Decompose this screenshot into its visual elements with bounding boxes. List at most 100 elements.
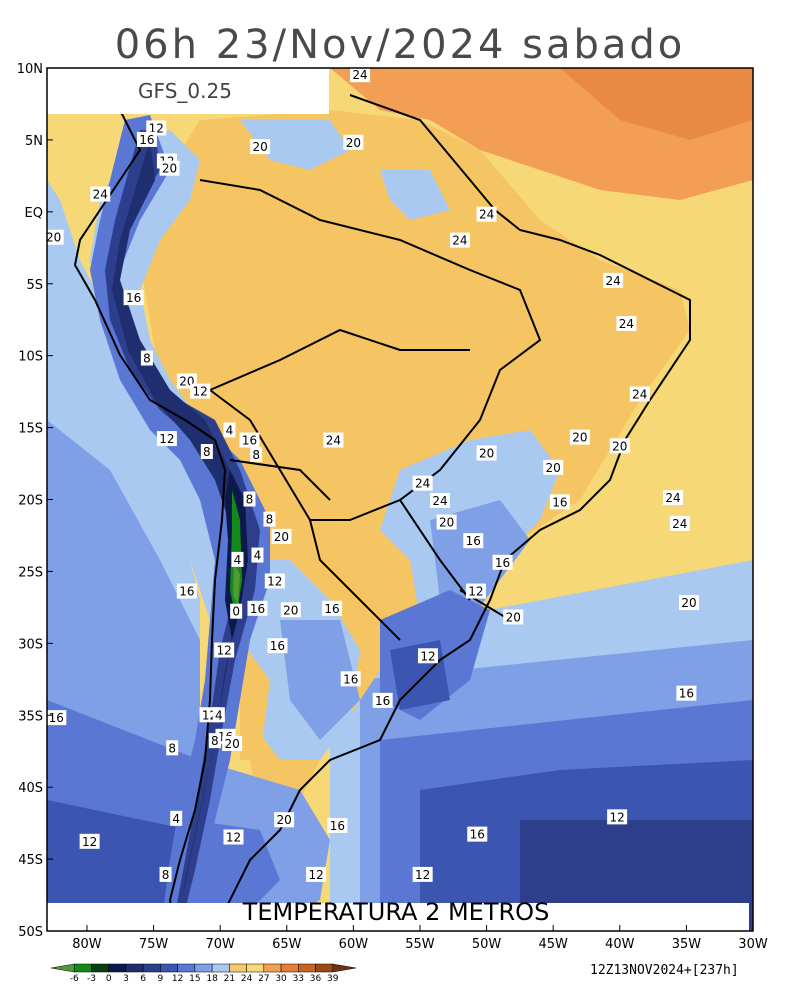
- contour-label: 16: [139, 133, 154, 147]
- colorbar-tick-label: 12: [172, 974, 183, 984]
- contour-label-bg: [190, 383, 211, 399]
- contour-label: 20: [479, 446, 494, 460]
- contour-label-bg: [322, 600, 343, 616]
- contour-label: 16: [49, 711, 64, 725]
- colorbar-swatch: [73, 963, 92, 973]
- contour-label-bg: [663, 490, 684, 506]
- colorbar-tick-label: 39: [327, 974, 339, 984]
- contour-label: 20: [225, 737, 240, 751]
- contour-label-bg: [267, 638, 288, 654]
- colorbar-tick-label: 30: [275, 974, 287, 984]
- contour-label-bg: [263, 511, 276, 527]
- contour-labels: 2412161220202024202424241624820122441216…: [43, 67, 700, 882]
- contour-label: 4: [254, 549, 262, 563]
- contour-label: 4: [172, 812, 180, 826]
- contour-label: 20: [572, 431, 587, 445]
- contour-label: 24: [432, 494, 447, 508]
- contour-label-bg: [629, 386, 650, 402]
- lon-label: 55W: [405, 937, 435, 952]
- contour-label-bg: [569, 429, 590, 445]
- contour-label: 16: [375, 694, 390, 708]
- colorbar-tick-label: -3: [87, 974, 96, 984]
- lat-label: 5N: [25, 134, 43, 149]
- contour-label-bg: [372, 692, 393, 708]
- contour-label: 16: [242, 434, 257, 448]
- variable-label: TEMPERATURA 2 METROS: [242, 898, 550, 926]
- contour-label: 12: [82, 835, 97, 849]
- colorbar-tick-label: 15: [189, 974, 200, 984]
- contour-label-bg: [271, 528, 292, 544]
- model-label: GFS_0.25: [138, 79, 232, 103]
- lon-label: 75W: [139, 937, 169, 952]
- contour-label: 16: [126, 291, 141, 305]
- contour-label: 24: [93, 188, 108, 202]
- contour-label-bg: [46, 710, 67, 726]
- contour-label: 12: [420, 649, 435, 663]
- colorbar-tick-label: 27: [258, 974, 269, 984]
- contour-label-bg: [306, 866, 327, 882]
- contour-label: 20: [162, 162, 177, 176]
- colorbar-swatch: [280, 963, 299, 973]
- contour-label: 8: [168, 741, 176, 755]
- contour-label: 4: [215, 708, 223, 722]
- contour-label-bg: [274, 812, 295, 828]
- contour-label: 12: [159, 432, 174, 446]
- contour-label: 24: [326, 434, 341, 448]
- colorbar-swatch: [211, 963, 230, 973]
- lon-label: 65W: [272, 937, 302, 952]
- contour-label: 20: [681, 596, 696, 610]
- contour-label: 16: [466, 534, 481, 548]
- contour-label-bg: [156, 431, 177, 447]
- contour-label: 8: [162, 868, 170, 882]
- contour-label-bg: [239, 432, 260, 448]
- contour-label: 20: [346, 136, 361, 150]
- contour-label: 16: [552, 495, 567, 509]
- colorbar-tick-label: 21: [224, 974, 235, 984]
- contour-label: 12: [193, 385, 208, 399]
- lat-label: 10S: [18, 350, 43, 365]
- contour-label-bg: [212, 707, 225, 723]
- contour-label-bg: [251, 547, 264, 563]
- contour-label-bg: [222, 736, 243, 752]
- colorbar-tick-label: -6: [70, 974, 79, 984]
- contour-label-bg: [264, 573, 285, 589]
- map-title: 06h 23/Nov/2024 sabado: [114, 22, 686, 68]
- contour-label: 20: [252, 140, 267, 154]
- lat-label: EQ: [25, 206, 43, 221]
- contour-label: 24: [665, 491, 680, 505]
- contour-label-bg: [429, 492, 450, 508]
- colorbar-swatch: [315, 963, 334, 973]
- lat-label: 40S: [18, 781, 43, 796]
- contour-label-bg: [123, 290, 144, 306]
- contour-label: 0: [232, 605, 240, 619]
- contour-label-bg: [603, 272, 624, 288]
- contour-label-bg: [280, 602, 301, 618]
- contour-label-bg: [176, 583, 197, 599]
- colorbar-arrow-low: [50, 963, 75, 973]
- contour-label-bg: [327, 818, 348, 834]
- contour-label: 16: [270, 639, 285, 653]
- lat-label: 30S: [18, 637, 43, 652]
- longitude-axis: 80W 75W 70W 65W 60W 55W 50W 45W 40W 35W 30W: [72, 925, 768, 952]
- contour-label-bg: [679, 595, 700, 611]
- contour-label: 16: [179, 585, 194, 599]
- contour-label-bg: [465, 583, 486, 599]
- contour-label-bg: [503, 609, 524, 625]
- colorbar-swatch: [142, 963, 161, 973]
- contour-label-bg: [350, 67, 371, 83]
- contour-label: 20: [439, 516, 454, 530]
- colorbar-tick-label: 0: [106, 974, 112, 984]
- contour-label: 4: [234, 553, 242, 567]
- colorbar-tick-label: 6: [140, 974, 146, 984]
- contour-label: 8: [211, 734, 219, 748]
- contour-label: 16: [343, 672, 358, 686]
- lat-label: 25S: [18, 565, 43, 580]
- colorbar-tick-label: 18: [206, 974, 218, 984]
- colorbar-tick-label: 9: [158, 974, 164, 984]
- contour-label-bg: [170, 810, 183, 826]
- contour-label-bg: [208, 733, 221, 749]
- colorbar-tick-label: 36: [310, 974, 322, 984]
- lon-label: 30W: [738, 937, 768, 952]
- contour-label: 24: [672, 517, 687, 531]
